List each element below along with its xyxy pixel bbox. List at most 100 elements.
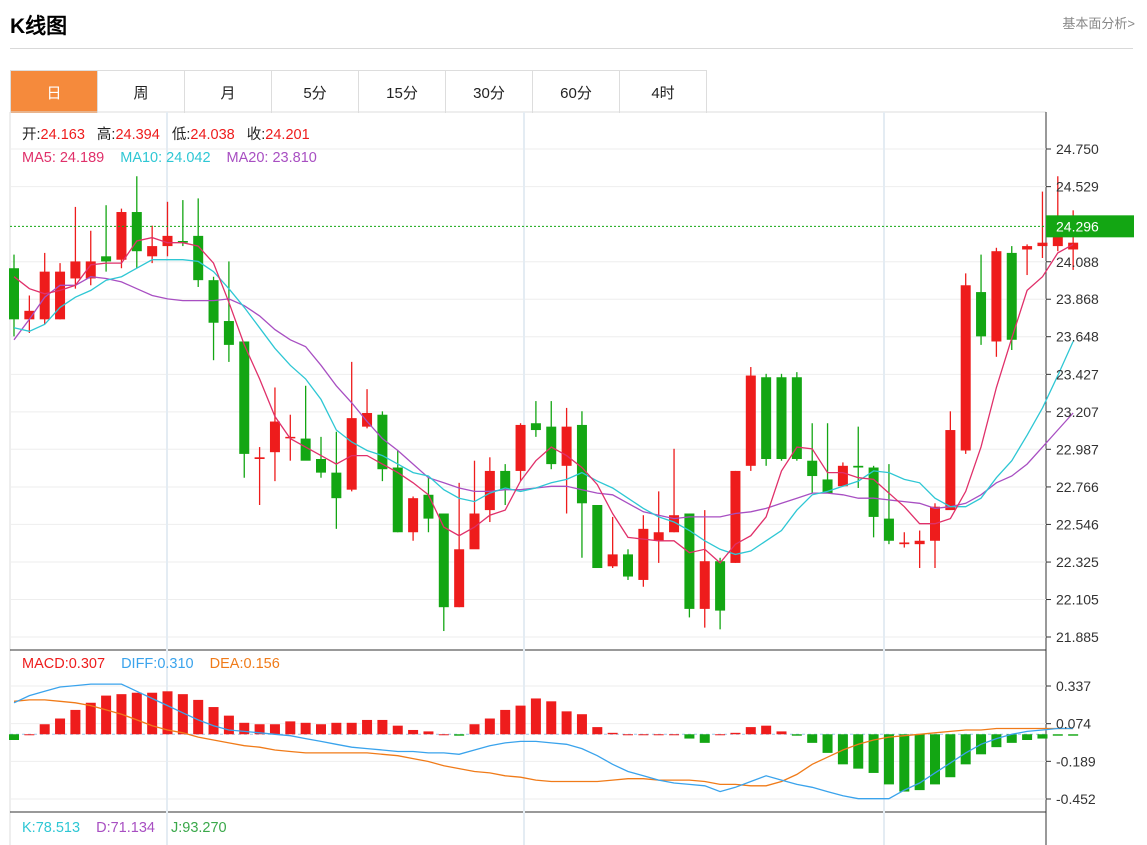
macd-bar xyxy=(1037,734,1048,739)
candle-body xyxy=(530,423,541,431)
macd-bar xyxy=(223,715,234,735)
candle-body xyxy=(623,554,633,577)
candle-body xyxy=(269,421,280,453)
price-tick-label: 22.987 xyxy=(1056,441,1099,457)
dea-value: 0.156 xyxy=(243,656,279,672)
candle-body xyxy=(914,540,925,545)
ma10-label: MA10: xyxy=(120,150,162,166)
j-label: J: xyxy=(171,820,182,836)
candle-body xyxy=(592,504,603,569)
macd-bar xyxy=(546,701,557,735)
macd-bar xyxy=(454,734,465,736)
macd-bar xyxy=(177,694,188,735)
tab-30min[interactable]: 30分 xyxy=(446,71,533,113)
k-value: 78.513 xyxy=(36,820,80,836)
candle-body xyxy=(715,561,726,611)
page-title: K线图 xyxy=(10,15,68,38)
tab-4hour[interactable]: 4时 xyxy=(620,71,707,113)
candle-body xyxy=(223,321,234,345)
macd-bar xyxy=(669,734,680,736)
candle-body xyxy=(55,271,66,320)
macd-bar xyxy=(592,727,603,735)
candle-body xyxy=(653,532,664,541)
macd-bar xyxy=(684,734,695,739)
ma10-line xyxy=(13,259,1074,556)
svg-text:MA5:24.189 MA10:24.042: MA5: 24.189 MA10: 24.042 MA20: 23.810 xyxy=(22,150,317,166)
macd-bar xyxy=(761,725,772,735)
candle-body xyxy=(454,549,465,608)
candle-body xyxy=(1006,252,1017,340)
candle-body xyxy=(469,513,480,550)
candle-body xyxy=(515,424,526,471)
candle-body xyxy=(607,554,618,567)
tab-15min[interactable]: 15分 xyxy=(359,71,446,113)
price-tick-label: 22.105 xyxy=(1056,592,1099,608)
macd-bar xyxy=(438,734,449,736)
macd-tick-label: 0.074 xyxy=(1056,716,1091,732)
price-tick-label: 23.207 xyxy=(1056,404,1099,420)
d-label: D: xyxy=(96,820,111,836)
tab-60min[interactable]: 60分 xyxy=(533,71,620,113)
price-tick-label: 22.325 xyxy=(1056,554,1099,570)
candle-body xyxy=(853,465,864,468)
candle-body xyxy=(730,470,741,563)
candle-body xyxy=(208,280,219,323)
candle-body xyxy=(101,256,112,262)
candle-body xyxy=(1022,246,1033,250)
candle-body xyxy=(9,268,19,320)
macd-bar xyxy=(254,724,265,735)
macd-bar xyxy=(239,722,250,735)
candle-body xyxy=(561,426,572,466)
candle-body xyxy=(116,212,127,260)
macd-bar xyxy=(914,734,925,791)
candle-body xyxy=(638,528,649,580)
candle-body xyxy=(147,246,158,257)
svg-text:MACD:0.307 DIFF:0.310: MACD:0.307 DIFF:0.310 DEA:0.156 xyxy=(22,656,280,672)
price-tick-label: 22.546 xyxy=(1056,516,1099,532)
candle-body xyxy=(883,518,894,541)
high-label: 高: xyxy=(97,126,116,143)
price-tick-label: 22.766 xyxy=(1056,479,1099,495)
candle-body xyxy=(991,251,1002,342)
tab-5min[interactable]: 5分 xyxy=(272,71,359,113)
candle-body xyxy=(822,479,833,494)
macd-bar xyxy=(85,702,96,735)
ma5-label: MA5: xyxy=(22,150,56,166)
fundamental-analysis-link[interactable]: 基本面分析> xyxy=(1062,16,1135,31)
macd-bar xyxy=(945,734,956,778)
candle-body xyxy=(1037,242,1048,247)
macd-bar xyxy=(500,709,511,735)
dea-label: DEA: xyxy=(210,656,244,672)
macd-bar xyxy=(316,724,326,735)
current-price-tag xyxy=(1046,215,1134,238)
macd-bar xyxy=(346,722,357,735)
candle-body xyxy=(546,426,557,465)
open-label: 开: xyxy=(22,127,41,143)
macd-bar xyxy=(515,705,526,735)
macd-value: 0.307 xyxy=(69,656,105,672)
price-tick-label: 23.427 xyxy=(1056,366,1099,382)
candle-body xyxy=(669,515,680,533)
macd-label: MACD: xyxy=(22,656,69,672)
candle-body xyxy=(868,467,879,517)
period-tabs: 日 周 月 5分 15分 30分 60分 4时 xyxy=(10,70,707,113)
tab-month[interactable]: 月 xyxy=(185,71,272,113)
candle-body xyxy=(1068,242,1079,250)
candle-body xyxy=(408,498,419,533)
d-value: 71.134 xyxy=(111,820,155,836)
tab-day[interactable]: 日 xyxy=(11,71,98,113)
ma20-value: 23.810 xyxy=(272,150,316,166)
tab-week[interactable]: 周 xyxy=(98,71,185,113)
macd-bar xyxy=(991,734,1002,748)
macd-bar xyxy=(147,692,158,735)
candle-body xyxy=(960,285,971,451)
candle-body xyxy=(776,377,787,460)
candle-body xyxy=(24,310,35,320)
high-value: 24.394 xyxy=(115,127,159,143)
candle-body xyxy=(684,513,695,609)
current-price-label: 24.296 xyxy=(1056,218,1099,234)
candle-body xyxy=(85,261,96,279)
macd-bar xyxy=(70,709,81,735)
macd-bar xyxy=(208,707,219,735)
